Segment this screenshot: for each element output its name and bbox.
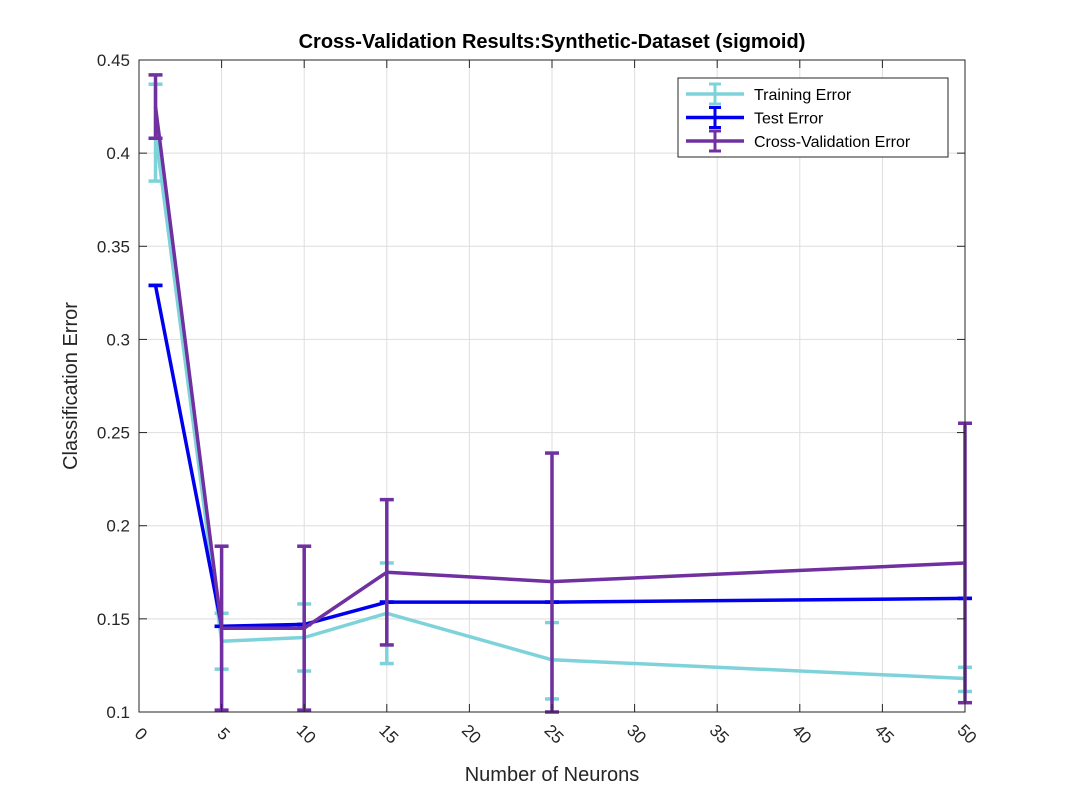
x-axis-label: Number of Neurons [465, 764, 640, 786]
legend: Training Error Test Error Cross-Validation… [677, 77, 949, 158]
y-tick-label: 0.25 [97, 424, 130, 443]
y-tick-label: 0.35 [97, 237, 130, 256]
y-tick-label: 0.2 [106, 517, 130, 536]
legend-entry: Test Error [686, 106, 824, 129]
legend-entry: Training Error [686, 82, 852, 106]
y-tick-labels: 0.1 0.15 0.2 0.25 0.3 0.35 0.4 0.45 [97, 51, 130, 722]
y-tick-label: 0.4 [106, 144, 130, 163]
axis-ticks [138, 59, 966, 713]
y-tick-label: 0.3 [106, 330, 130, 349]
y-tick-label: 0.15 [97, 610, 130, 629]
series-line [153, 106, 966, 630]
y-tick-label: 0.1 [106, 703, 130, 722]
legend-entry: Cross-Validation Error [686, 129, 911, 153]
y-axis-label: Classification Error [60, 302, 82, 470]
legend-label: Cross-Validation Error [754, 134, 911, 151]
chart-title: Cross-Validation Results:Synthetic-Datas… [299, 31, 806, 53]
series-line [153, 285, 966, 629]
series-line [153, 132, 966, 681]
legend-label: Training Error [754, 87, 852, 104]
y-tick-label: 0.45 [97, 51, 130, 70]
legend-label: Test Error [754, 111, 824, 128]
